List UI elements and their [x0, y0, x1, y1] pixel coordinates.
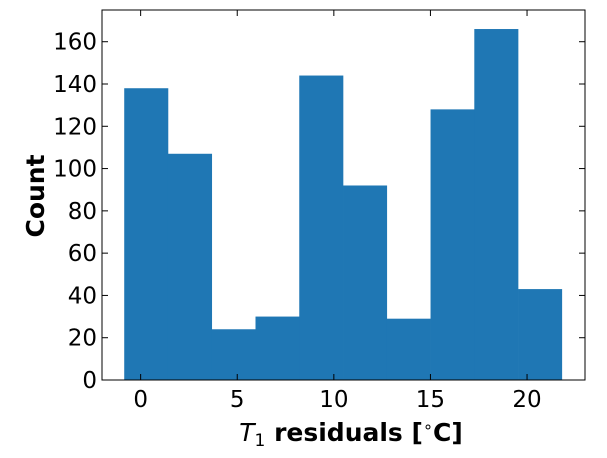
- x-tick-label: 0: [133, 387, 148, 413]
- histogram-bar: [386, 318, 431, 380]
- histogram-bar: [518, 289, 563, 380]
- plot-frame: [101, 9, 586, 381]
- tick-labels-group: 0 5 10 15 20 0 20 40 60 80 100 120 140 160: [53, 30, 542, 413]
- histogram-bar: [255, 316, 300, 380]
- x-axis-label-subscript: 1: [255, 431, 266, 451]
- y-tick-label: 120: [53, 114, 97, 140]
- y-tick-label: 60: [68, 241, 97, 267]
- histogram-bar: [343, 185, 388, 380]
- x-axis-label-unit: C]: [433, 418, 463, 447]
- histogram-bar: [124, 88, 169, 380]
- x-axis-label-text: residuals [: [265, 418, 423, 447]
- y-tick-label: 80: [68, 199, 97, 225]
- x-tick-label: 20: [512, 387, 541, 413]
- histogram-bar: [430, 109, 475, 381]
- y-tick-label: 20: [68, 326, 97, 352]
- y-axis-label: Count: [21, 154, 50, 237]
- histogram-bar: [299, 75, 344, 380]
- x-tick-label: 15: [416, 387, 445, 413]
- x-axis-label-degree: ∘: [423, 417, 433, 436]
- x-tick-label: 10: [319, 387, 348, 413]
- histogram-bar: [167, 153, 213, 380]
- x-axis-label-symbol: T: [239, 418, 256, 447]
- y-tick-label: 100: [53, 157, 97, 183]
- histogram-bar: [474, 29, 519, 381]
- x-axis-label: T1 residuals [∘C]: [239, 417, 463, 451]
- y-tick-label: 40: [68, 283, 97, 309]
- bars-group: [124, 29, 563, 381]
- y-tick-label: 0: [82, 368, 97, 394]
- y-tick-label: 160: [53, 30, 97, 56]
- histogram-bar: [211, 329, 256, 380]
- x-tick-label: 5: [230, 387, 245, 413]
- y-tick-label: 140: [53, 72, 97, 98]
